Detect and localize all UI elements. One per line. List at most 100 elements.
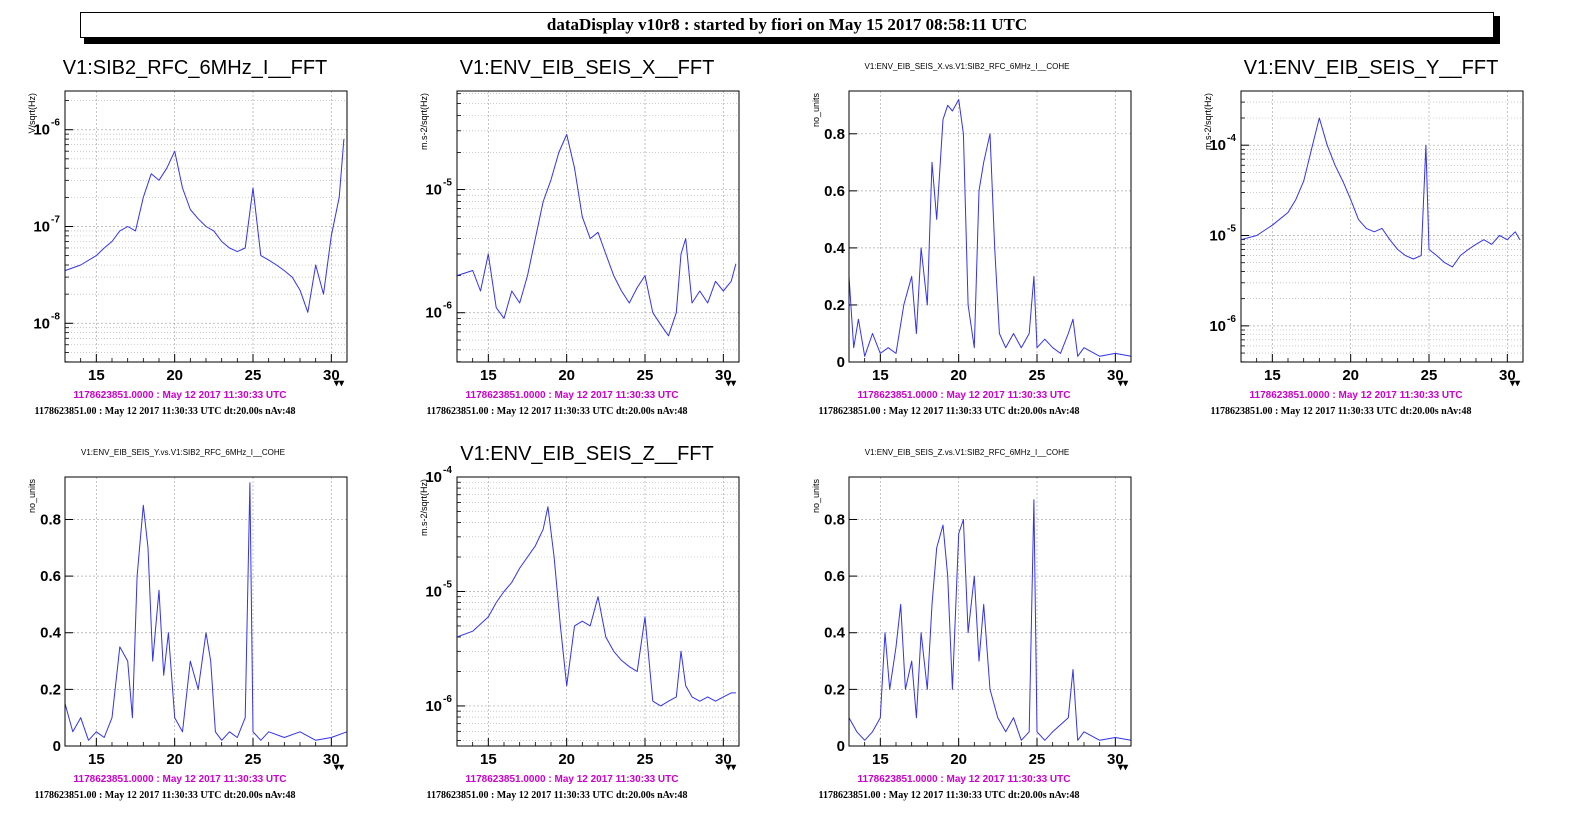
y-tick-label: 0.6 — [824, 183, 845, 200]
info-label: 1178623851.00 : May 12 2017 11:30:33 UTC… — [819, 406, 1080, 417]
y-axis-label: V/sqrt(Hz) — [27, 93, 37, 134]
info-label: 1178623851.00 : May 12 2017 11:30:33 UTC… — [427, 790, 688, 801]
chart-1: V1:SIB2_RFC_6MHz_I__FFT V/sqrt(Hz) 15 20 25 3… — [27, 57, 348, 417]
axis-end-marker: ▾▾ — [1509, 378, 1521, 389]
y-axis-label: no_units — [27, 479, 37, 514]
axis-end-marker: ▾▾ — [333, 762, 345, 773]
y-tick-label: 0.4 — [824, 240, 846, 257]
chart-4: V1:ENV_EIB_SEIS_Y__FFT m.s-2/sqrt(Hz) 15 20… — [1203, 57, 1524, 417]
x-tick-label: 30 — [323, 751, 340, 768]
plot-frame — [848, 476, 1132, 747]
y-tick-label-base: 10 — [33, 219, 50, 236]
y-tick-label-exponent: -6 — [1227, 314, 1236, 325]
y-tick-label-exponent: -5 — [1227, 224, 1236, 235]
x-tick-label: 15 — [480, 367, 497, 384]
plot-frame — [456, 476, 740, 747]
x-tick-label: 15 — [872, 367, 889, 384]
x-tick-label: 20 — [950, 367, 967, 384]
gps-time-label: 1178623851.0000 : May 12 2017 11:30:33 U… — [858, 390, 1071, 401]
y-tick-label-exponent: -6 — [443, 694, 452, 705]
x-tick-label: 30 — [1499, 367, 1516, 384]
y-tick-label-base: 10 — [1209, 228, 1226, 245]
y-tick-label-exponent: -5 — [443, 178, 452, 189]
data-trace — [64, 139, 345, 313]
gps-time-label: 1178623851.0000 : May 12 2017 11:30:33 U… — [74, 774, 287, 785]
y-tick-label-base: 10 — [425, 305, 442, 322]
y-tick-label-base: 10 — [1209, 318, 1226, 335]
y-tick-label-exponent: -5 — [443, 579, 452, 590]
x-tick-label: 20 — [1342, 367, 1359, 384]
plot-frame — [64, 90, 348, 363]
x-tick-label: 20 — [166, 751, 183, 768]
y-axis-label: no_units — [811, 93, 821, 128]
axis-end-marker: ▾▾ — [333, 378, 345, 389]
data-trace — [1240, 117, 1521, 268]
y-axis-label: m.s-2/sqrt(Hz) — [419, 93, 429, 150]
chart-title: V1:ENV_EIB_SEIS_Y.vs.V1:SIB2_RFC_6MHz_I_… — [81, 448, 285, 457]
x-tick-label: 15 — [480, 751, 497, 768]
x-tick-label: 25 — [1029, 367, 1046, 384]
data-trace — [848, 499, 1132, 741]
y-tick-label-exponent: -8 — [51, 311, 60, 322]
y-tick-label-exponent: -4 — [1227, 133, 1236, 144]
y-axis-label: m.s-2/sqrt(Hz) — [1203, 93, 1213, 150]
x-tick-label: 25 — [1421, 367, 1438, 384]
y-tick-label: 0.8 — [40, 511, 61, 528]
chart-5: V1:ENV_EIB_SEIS_Y.vs.V1:SIB2_RFC_6MHz_I_… — [27, 448, 348, 801]
y-tick-label-exponent: -7 — [51, 215, 60, 226]
gps-time-label: 1178623851.0000 : May 12 2017 11:30:33 U… — [466, 774, 679, 785]
x-tick-label: 25 — [245, 367, 262, 384]
x-tick-label: 15 — [1264, 367, 1281, 384]
chart-title: V1:SIB2_RFC_6MHz_I__FFT — [63, 57, 328, 79]
info-label: 1178623851.00 : May 12 2017 11:30:33 UTC… — [1211, 406, 1472, 417]
plot-frame — [848, 90, 1132, 363]
y-tick-label-exponent: -6 — [443, 301, 452, 312]
y-tick-label-base: 10 — [33, 122, 50, 139]
axis-end-marker: ▾▾ — [725, 762, 737, 773]
x-tick-label: 30 — [1107, 751, 1124, 768]
x-tick-label: 25 — [245, 751, 262, 768]
info-label: 1178623851.00 : May 12 2017 11:30:33 UTC… — [427, 406, 688, 417]
x-tick-label: 20 — [166, 367, 183, 384]
y-tick-label-base: 10 — [425, 469, 442, 486]
y-tick-label: 0.8 — [824, 126, 845, 143]
x-tick-label: 30 — [715, 367, 732, 384]
y-tick-label: 0 — [837, 738, 845, 755]
y-tick-label: 0.8 — [824, 511, 845, 528]
data-trace — [456, 134, 737, 337]
y-axis-label: no_units — [811, 479, 821, 514]
header-title: dataDisplay v10r8 : started by fiori on … — [80, 12, 1494, 38]
chart-title: V1:ENV_EIB_SEIS_Z.vs.V1:SIB2_RFC_6MHz_I_… — [865, 448, 1070, 457]
chart-title: V1:ENV_EIB_SEIS_Z__FFT — [460, 443, 713, 465]
gps-time-label: 1178623851.0000 : May 12 2017 11:30:33 U… — [466, 390, 679, 401]
x-tick-label: 30 — [323, 367, 340, 384]
y-tick-label: 0.6 — [40, 568, 61, 585]
x-tick-label: 30 — [715, 751, 732, 768]
plot-frame — [64, 476, 348, 747]
chart-title: V1:ENV_EIB_SEIS_Y__FFT — [1244, 57, 1499, 79]
axis-end-marker: ▾▾ — [1117, 762, 1129, 773]
gps-time-label: 1178623851.0000 : May 12 2017 11:30:33 U… — [1250, 390, 1463, 401]
info-label: 1178623851.00 : May 12 2017 11:30:33 UTC… — [35, 790, 296, 801]
y-tick-label-base: 10 — [33, 315, 50, 332]
y-tick-label: 0 — [53, 738, 61, 755]
y-tick-label-base: 10 — [425, 583, 442, 600]
chart-6: V1:ENV_EIB_SEIS_Z__FFT m.s-2/sqrt(Hz) 15 20… — [419, 443, 740, 801]
y-tick-label: 0.2 — [824, 681, 845, 698]
plot-frame — [1240, 90, 1524, 363]
y-tick-label: 0.6 — [824, 568, 845, 585]
y-tick-label-base: 10 — [425, 698, 442, 715]
y-tick-label: 0.2 — [824, 297, 845, 314]
y-tick-label-base: 10 — [425, 182, 442, 199]
y-tick-label: 0.4 — [824, 625, 846, 642]
axis-end-marker: ▾▾ — [725, 378, 737, 389]
x-tick-label: 25 — [1029, 751, 1046, 768]
y-tick-label: 0.4 — [40, 625, 62, 642]
gps-time-label: 1178623851.0000 : May 12 2017 11:30:33 U… — [858, 774, 1071, 785]
x-tick-label: 15 — [88, 367, 105, 384]
chart-3: V1:ENV_EIB_SEIS_X.vs.V1:SIB2_RFC_6MHz_I_… — [811, 62, 1132, 417]
plot-frame — [456, 90, 740, 363]
y-axis-label: m.s-2/sqrt(Hz) — [419, 479, 429, 536]
x-tick-label: 25 — [637, 751, 654, 768]
axis-end-marker: ▾▾ — [1117, 378, 1129, 389]
